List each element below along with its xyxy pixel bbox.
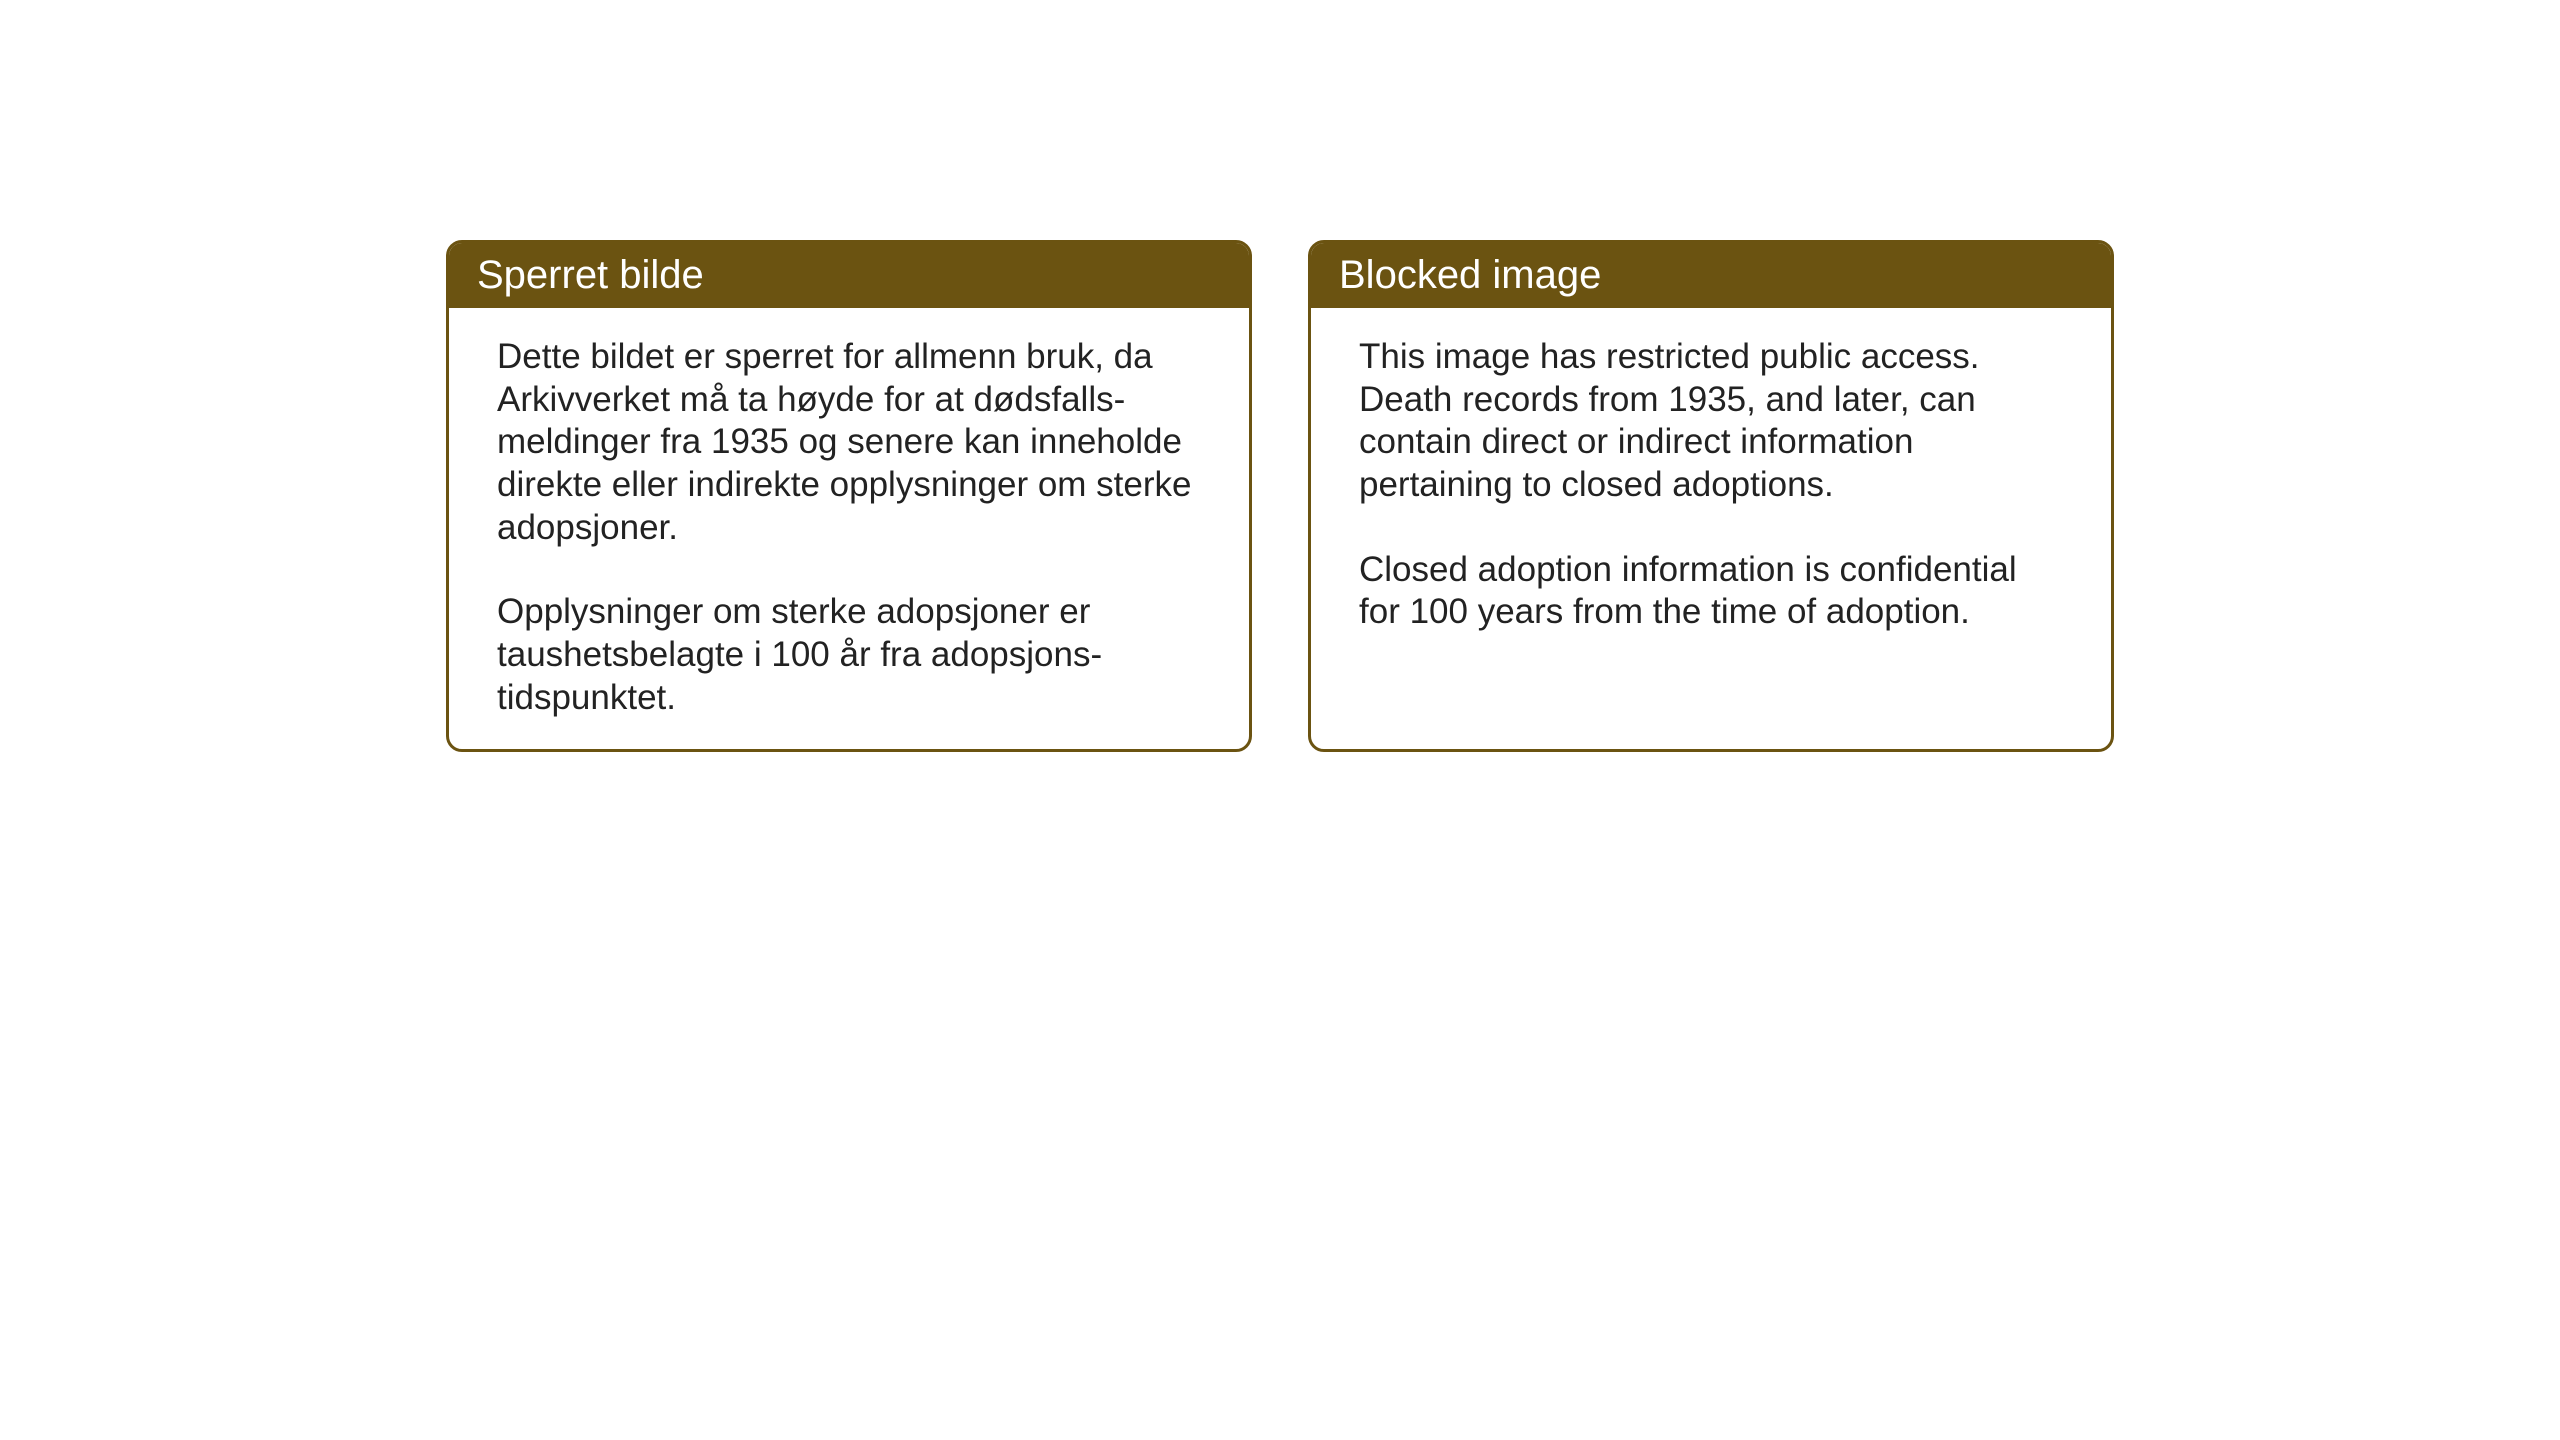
card-body-norwegian: Dette bildet er sperret for allmenn bruk… [449,308,1249,748]
notice-container: Sperret bilde Dette bildet er sperret fo… [446,240,2114,752]
card-paragraph-english-2: Closed adoption information is confident… [1359,549,2063,634]
card-paragraph-norwegian-1: Dette bildet er sperret for allmenn bruk… [497,336,1201,549]
card-title-english: Blocked image [1339,253,1601,297]
notice-card-english: Blocked image This image has restricted … [1308,240,2114,752]
card-header-english: Blocked image [1311,243,2111,308]
card-paragraph-norwegian-2: Opplysninger om sterke adopsjoner er tau… [497,591,1201,719]
card-header-norwegian: Sperret bilde [449,243,1249,308]
notice-card-norwegian: Sperret bilde Dette bildet er sperret fo… [446,240,1252,752]
card-title-norwegian: Sperret bilde [477,253,704,297]
card-body-english: This image has restricted public access.… [1311,308,2111,662]
card-paragraph-english-1: This image has restricted public access.… [1359,336,2063,507]
